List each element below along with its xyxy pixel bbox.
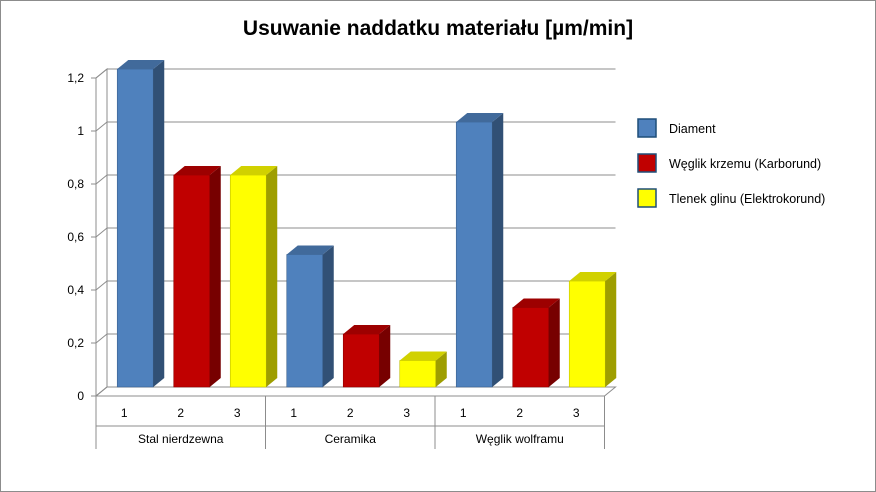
bar-front [342, 333, 380, 388]
gridline-side [95, 68, 108, 79]
bar [512, 298, 560, 388]
bar-front [512, 307, 550, 388]
bar-top [569, 272, 617, 281]
bar-side [322, 245, 334, 387]
bar-top [230, 166, 278, 175]
bar-side [266, 166, 278, 387]
bar-side [379, 325, 391, 387]
bar [116, 60, 165, 388]
bar [568, 272, 617, 388]
x-subcategory-label: 2 [516, 406, 523, 420]
y-tick-label: 0,2 [67, 336, 84, 350]
gridline-side [95, 386, 108, 397]
x-subcategory-label: 3 [234, 406, 241, 420]
bar-front [399, 360, 437, 388]
x-subcategory-label: 3 [403, 406, 410, 420]
x-subcategory-label: 1 [290, 406, 297, 420]
bar-top [173, 166, 221, 175]
bar-front [116, 68, 154, 388]
gridline-side [95, 333, 108, 344]
bar [229, 166, 278, 388]
bar-front [229, 174, 267, 388]
y-tick-label: 0 [77, 389, 84, 403]
bar-side [548, 298, 560, 387]
legend-swatch [637, 153, 657, 173]
gridline-side [95, 227, 108, 238]
legend-swatch [637, 188, 657, 208]
y-tick-label: 1 [77, 124, 84, 138]
y-tick-label: 0,8 [67, 177, 84, 191]
bar [173, 166, 221, 388]
bar-top [343, 325, 391, 334]
x-subcategory-label: 2 [347, 406, 354, 420]
legend-label: Diament [669, 122, 716, 136]
bar-top [399, 351, 447, 361]
bar-side [605, 272, 617, 387]
y-tick-label: 0,6 [67, 230, 84, 244]
bar-front [173, 174, 211, 388]
bar [286, 245, 334, 388]
bar-front [286, 254, 324, 388]
legend: Diament Węglik krzemu (Karborund) Tlenek g… [637, 118, 825, 208]
x-subcategory-label: 2 [177, 406, 184, 420]
legend-label: Tlenek glinu (Elektrokorund) [669, 192, 825, 206]
floor [94, 386, 617, 397]
bar-front [455, 121, 493, 388]
bar-top [117, 60, 165, 69]
bars [116, 60, 617, 388]
bar [342, 325, 391, 388]
bar-top [456, 113, 504, 122]
bar-front [568, 280, 606, 388]
x-category-label: Stal nierdzewna [138, 432, 224, 446]
x-axis: 1 2 3 Stal nierdzewna 1 2 3 Ceramika 1 2 3 Węglik w… [95, 395, 605, 449]
x-category-label: Ceramika [325, 432, 377, 446]
gridline-side [95, 280, 108, 291]
legend-label: Węglik krzemu (Karborund) [669, 157, 821, 171]
y-axis-ticks: 0 0,2 0,4 0,6 0,8 1 1,2 [67, 71, 97, 403]
chart-title: Usuwanie naddatku materiału [µm/min] [243, 17, 633, 40]
gridline-side [95, 121, 108, 132]
bar-side [209, 166, 221, 387]
bar [399, 351, 447, 388]
legend-swatch [637, 118, 657, 138]
y-tick-label: 0,4 [67, 283, 84, 297]
bar-top [512, 298, 560, 308]
bar-top [286, 245, 334, 255]
x-subcategory-label: 1 [460, 406, 467, 420]
x-category-label: Węglik wolframu [476, 432, 564, 446]
x-subcategory-label: 1 [121, 406, 128, 420]
bar-side [435, 351, 447, 387]
bar-side [153, 60, 165, 387]
y-tick-label: 1,2 [67, 71, 84, 85]
x-subcategory-label: 3 [573, 406, 580, 420]
bar [455, 113, 504, 388]
bar-side [492, 113, 504, 387]
gridline-side [95, 174, 108, 185]
